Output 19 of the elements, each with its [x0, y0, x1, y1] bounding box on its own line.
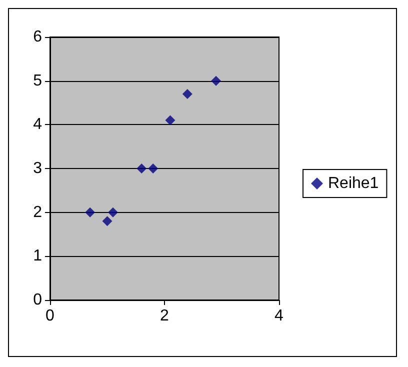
y-tick-label: 0 — [33, 292, 42, 308]
point — [211, 76, 222, 86]
point — [85, 207, 96, 218]
x-tick-label: 2 — [160, 308, 170, 324]
y-tick-label: 5 — [33, 72, 42, 90]
y-tick-label: 1 — [33, 248, 42, 265]
y-tick-label: 2 — [33, 204, 42, 221]
y-tick-label: 6 — [33, 28, 42, 46]
x-tick-label: 4 — [274, 308, 284, 324]
y-tick-label: 3 — [33, 160, 42, 177]
point — [182, 88, 192, 99]
x-tick-label: 0 — [46, 308, 55, 324]
point — [165, 115, 176, 126]
legend-label: Reihe1 — [328, 175, 379, 192]
point — [108, 207, 118, 218]
point — [148, 164, 158, 174]
point — [102, 216, 112, 226]
point — [136, 164, 147, 174]
y-tick-label: 4 — [33, 116, 42, 134]
